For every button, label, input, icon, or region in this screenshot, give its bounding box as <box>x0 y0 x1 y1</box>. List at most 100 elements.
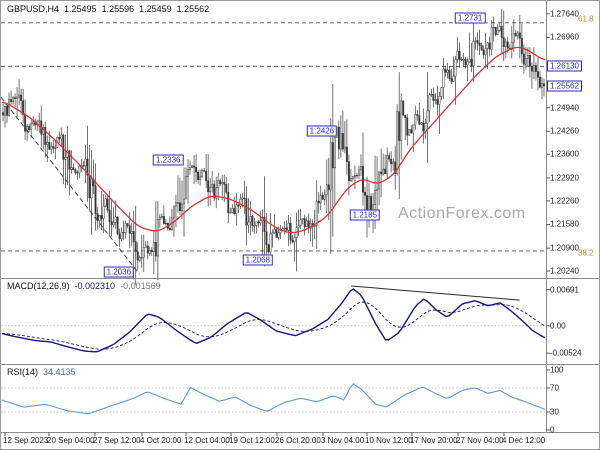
candle-body <box>193 165 196 168</box>
y-axis-tick: 1.20900 <box>550 243 579 253</box>
candle-body <box>354 175 356 178</box>
candle-body <box>358 169 360 176</box>
candle-body <box>406 117 409 136</box>
candle-body <box>60 134 63 140</box>
candle-body <box>150 249 153 253</box>
candle-body <box>140 257 143 259</box>
candle-body <box>50 145 53 150</box>
candle-body <box>297 225 300 228</box>
candle-body <box>347 161 350 182</box>
candle-body <box>102 205 105 219</box>
x-axis-label: 20 Sep 04:00 <box>47 436 95 445</box>
candle-body <box>480 45 483 51</box>
candle-body <box>221 182 224 185</box>
candle-body <box>452 75 455 82</box>
candle-body <box>299 219 302 226</box>
candle-body <box>265 231 268 246</box>
candle-body <box>160 215 163 218</box>
candle-body <box>249 215 252 223</box>
y-axis-tick: 1.27640 <box>550 9 579 19</box>
candle-body <box>504 41 507 47</box>
candle-body <box>38 120 41 123</box>
low-value: 1.25459 <box>139 4 172 14</box>
candle-body <box>70 167 73 170</box>
candle-body <box>432 94 435 101</box>
rsi-axis-tick: 100 <box>550 365 564 375</box>
candle-body <box>434 99 437 101</box>
candle-body <box>235 204 238 214</box>
candle-body <box>14 97 17 99</box>
candle-body <box>136 251 139 261</box>
candle-body <box>219 180 222 185</box>
candle-body <box>255 221 258 226</box>
candle-body <box>313 225 316 227</box>
candle-body <box>341 133 344 150</box>
candle-body <box>349 177 352 182</box>
candle-body <box>305 220 308 227</box>
candle-body <box>422 122 425 132</box>
candle-body <box>285 227 288 231</box>
candle-body <box>223 182 226 185</box>
candle-body <box>32 121 35 125</box>
candle-body <box>251 215 254 227</box>
x-axis-label: 12 Oct 04:00 <box>184 436 230 445</box>
x-axis-label: 12 Sep 2023 <box>3 436 49 445</box>
y-axis-tick: 1.26960 <box>550 32 579 42</box>
candle-body <box>72 167 75 170</box>
candle-body <box>217 180 220 189</box>
fib-label: 61.8 <box>578 14 594 24</box>
candle-body <box>436 99 439 105</box>
candle-body <box>259 220 262 224</box>
y-axis-tick: 1.21580 <box>550 219 579 229</box>
macd-axis-tick: -0.00524 <box>550 348 582 358</box>
x-axis-label: 19 Oct 12:00 <box>229 436 275 445</box>
candle-body <box>158 216 161 220</box>
y-axis-tick: 1.22260 <box>550 196 579 206</box>
rsi-value: 34.4135 <box>43 367 76 377</box>
candle-body <box>524 58 527 65</box>
candle-body <box>539 76 541 88</box>
candle-body <box>237 204 240 207</box>
candle-body <box>134 241 137 252</box>
candle-body <box>2 112 4 116</box>
candle-body <box>104 198 107 207</box>
candle-body <box>424 123 427 132</box>
candle-body <box>430 94 433 96</box>
candle-body <box>18 94 21 98</box>
candle-body <box>462 58 465 61</box>
candle-body <box>183 198 185 205</box>
candle-body <box>520 38 523 55</box>
candle-body <box>339 133 342 150</box>
candle-body <box>22 100 25 115</box>
candle-body <box>90 178 93 199</box>
candle-body <box>128 225 131 234</box>
candle-body <box>173 205 175 219</box>
candle-body <box>514 33 517 37</box>
candle-body <box>269 233 272 253</box>
candle-body <box>197 171 200 180</box>
candle-body <box>492 27 495 29</box>
candle-body <box>271 232 274 235</box>
symbol-timeframe-label: GBPUSD,H4 <box>7 4 60 14</box>
candle-body <box>279 230 282 234</box>
candle-body <box>446 69 449 73</box>
rsi-axis-tick: 70 <box>550 383 559 393</box>
open-value: 1.25495 <box>64 4 97 14</box>
y-axis-tick: 1.20240 <box>550 266 579 276</box>
candle-body <box>317 200 320 204</box>
candle-body <box>418 115 421 125</box>
macd-signal-value: -0.001569 <box>120 281 161 291</box>
candle-body <box>351 176 354 179</box>
macd-value: -0.002310 <box>74 281 116 291</box>
candle-body <box>468 58 471 63</box>
candle-body <box>66 150 69 158</box>
candle-body <box>215 187 218 199</box>
candle-body <box>277 232 280 238</box>
candle-body <box>88 175 91 199</box>
candle-body <box>120 231 123 239</box>
candle-body <box>6 106 8 116</box>
macd-divergence-trendline <box>351 285 520 301</box>
fib-label: 38.2 <box>578 248 594 258</box>
